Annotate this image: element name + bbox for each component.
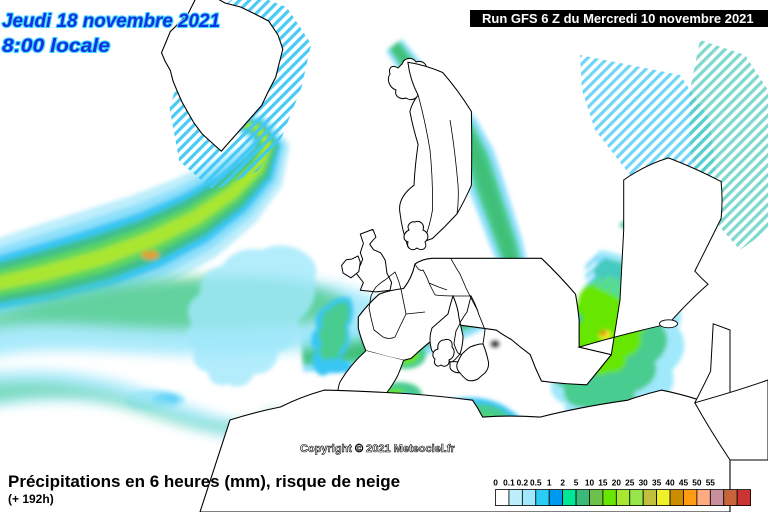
svg-text:Run GFS 6 Z du Mercredi 10 nov: Run GFS 6 Z du Mercredi 10 novembre 2021 xyxy=(482,11,754,26)
svg-text:0.5: 0.5 xyxy=(530,478,542,488)
svg-text:55: 55 xyxy=(706,478,716,488)
svg-text:0: 0 xyxy=(493,478,498,488)
svg-text:45: 45 xyxy=(679,478,689,488)
svg-text:1: 1 xyxy=(547,478,552,488)
svg-text:(+ 192h): (+ 192h) xyxy=(8,492,54,506)
svg-text:10: 10 xyxy=(585,478,595,488)
svg-text:2: 2 xyxy=(560,478,565,488)
svg-text:Jeudi 18 novembre 2021: Jeudi 18 novembre 2021 xyxy=(2,10,220,32)
svg-text:20: 20 xyxy=(612,478,622,488)
svg-text:40: 40 xyxy=(665,478,675,488)
svg-text:Précipitations en 6 heures (mm: Précipitations en 6 heures (mm), risque … xyxy=(8,472,400,491)
svg-text:30: 30 xyxy=(639,478,649,488)
svg-text:Copyright © 2021 Meteociel.fr: Copyright © 2021 Meteociel.fr xyxy=(300,443,456,455)
svg-text:0.2: 0.2 xyxy=(517,478,529,488)
svg-text:35: 35 xyxy=(652,478,662,488)
svg-text:50: 50 xyxy=(692,478,702,488)
svg-text:15: 15 xyxy=(598,478,608,488)
svg-text:5: 5 xyxy=(574,478,579,488)
svg-text:0.1: 0.1 xyxy=(503,478,515,488)
svg-text:8:00 locale: 8:00 locale xyxy=(2,35,110,57)
svg-text:25: 25 xyxy=(625,478,635,488)
